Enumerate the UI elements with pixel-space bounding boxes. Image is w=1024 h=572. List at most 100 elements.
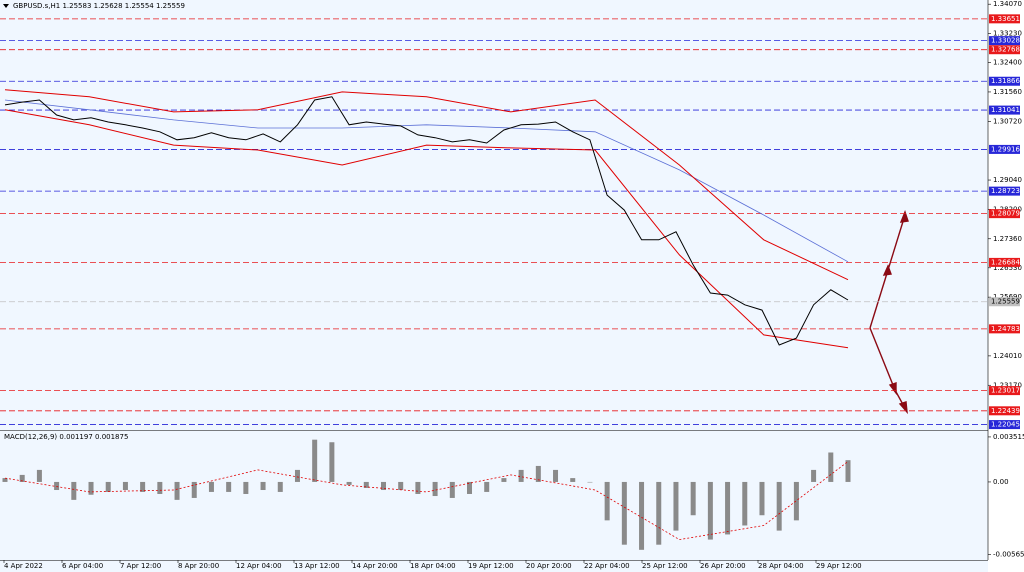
macd-bar: [449, 481, 455, 498]
macd-bar: [467, 481, 473, 494]
macd-bar: [363, 481, 369, 488]
macd-bar: [415, 481, 421, 494]
y-tick-label: 1.32400: [993, 59, 1022, 67]
macd-bar: [776, 481, 782, 531]
x-tick-label: 18 Apr 04:00: [410, 562, 456, 570]
level-label: 1.28079: [991, 210, 1020, 218]
level-label: 1.25559: [991, 298, 1020, 306]
macd-bar: [432, 481, 438, 497]
y-tick-label: 1.24010: [993, 352, 1022, 360]
macd-bar: [2, 478, 8, 482]
macd-y-tick-label: -0.005654: [993, 550, 1024, 558]
macd-bar: [71, 481, 77, 500]
x-tick-label: 29 Apr 12:00: [816, 562, 862, 570]
macd-bar: [587, 481, 593, 483]
level-box: [989, 14, 1020, 24]
macd-title: MACD(12,26,9) 0.001197 0.001875: [4, 433, 128, 441]
plot-background: [0, 0, 988, 572]
level-box: [989, 257, 1020, 267]
lower-band: [4, 109, 849, 349]
x-tick-label: 28 Apr 04:00: [758, 562, 804, 570]
x-tick-label: 20 Apr 20:00: [526, 562, 572, 570]
x-tick-label: 4 Apr 2022: [4, 562, 43, 570]
level-label: 1.32768: [991, 46, 1020, 54]
level-label: 1.29916: [991, 145, 1020, 153]
level-box: [989, 209, 1020, 219]
macd-bar: [518, 469, 524, 482]
macd-bar: [380, 481, 386, 491]
price-line: [4, 96, 849, 346]
level-label: 1.24783: [991, 325, 1020, 333]
level-box: [989, 406, 1020, 416]
macd-bar: [157, 481, 163, 494]
y-tick-label: 1.23170: [993, 381, 1022, 389]
macd-bar: [174, 481, 180, 500]
y-tick-label: 1.34070: [993, 0, 1022, 8]
macd-bar: [742, 481, 748, 526]
y-tick-label: 1.25690: [993, 293, 1022, 301]
macd-bar: [621, 481, 627, 545]
macd-bar: [535, 465, 541, 482]
y-tick-label: 1.27360: [993, 235, 1022, 243]
macd-bar: [656, 481, 662, 545]
macd-bar: [828, 452, 834, 482]
macd-bar: [260, 481, 266, 491]
macd-bar: [759, 481, 765, 516]
macd-bar: [36, 469, 42, 482]
macd-bar: [690, 481, 696, 516]
macd-bar: [329, 442, 335, 482]
macd-bar: [346, 481, 352, 485]
level-box: [989, 386, 1020, 396]
macd-bar: [226, 481, 232, 492]
level-label: 1.33028: [991, 37, 1020, 45]
macd-bar: [277, 481, 283, 492]
macd-signal: [4, 461, 849, 541]
y-tick-label: 1.26530: [993, 264, 1022, 272]
level-box: [989, 45, 1020, 55]
macd-bar: [122, 481, 128, 491]
macd-bar: [639, 481, 645, 550]
macd-bar: [845, 460, 851, 482]
level-box: [989, 297, 1020, 307]
x-tick-label: 22 Apr 04:00: [584, 562, 630, 570]
x-tick-label: 7 Apr 12:00: [120, 562, 161, 570]
macd-bar: [673, 481, 679, 531]
macd-y-tick-label: 0.00: [993, 478, 1009, 486]
level-label: 1.31866: [991, 77, 1020, 85]
x-tick-label: 26 Apr 20:00: [700, 562, 746, 570]
macd-bar: [191, 481, 197, 498]
macd-bar: [553, 469, 559, 482]
macd-bar: [501, 478, 507, 482]
level-box: [989, 76, 1020, 86]
macd-bar: [88, 481, 94, 495]
macd-bar: [208, 481, 214, 492]
x-tick-label: 25 Apr 12:00: [642, 562, 688, 570]
x-tick-label: 8 Apr 20:00: [178, 562, 219, 570]
y-tick-label: 1.29040: [993, 176, 1022, 184]
x-tick-label: 14 Apr 20:00: [352, 562, 398, 570]
title-arrow: [3, 4, 9, 8]
x-tick-label: 13 Apr 12:00: [294, 562, 340, 570]
x-tick-label: 12 Apr 04:00: [236, 562, 282, 570]
level-label: 1.31041: [991, 106, 1020, 114]
level-label: 1.26684: [991, 258, 1020, 266]
level-label: 1.23017: [991, 387, 1020, 395]
x-tick-label: 6 Apr 04:00: [62, 562, 103, 570]
macd-bar: [243, 481, 249, 494]
level-box: [989, 186, 1020, 196]
level-label: 1.22439: [991, 407, 1020, 415]
level-box: [989, 324, 1020, 334]
level-box: [989, 144, 1020, 154]
macd-bar: [294, 469, 300, 482]
level-label: 1.22045: [991, 421, 1020, 429]
macd-bar: [54, 481, 60, 491]
macd-bar: [811, 469, 817, 482]
forecast-arrows: [869, 209, 909, 415]
y-tick-label: 1.30720: [993, 117, 1022, 125]
upper-band: [4, 89, 849, 281]
chart-title: GBPUSD.s,H1 1.25583 1.25628 1.25554 1.25…: [13, 2, 185, 10]
macd-y-tick-label: 0.003515: [993, 433, 1024, 441]
x-tick-label: 19 Apr 12:00: [468, 562, 514, 570]
level-box: [989, 36, 1020, 46]
